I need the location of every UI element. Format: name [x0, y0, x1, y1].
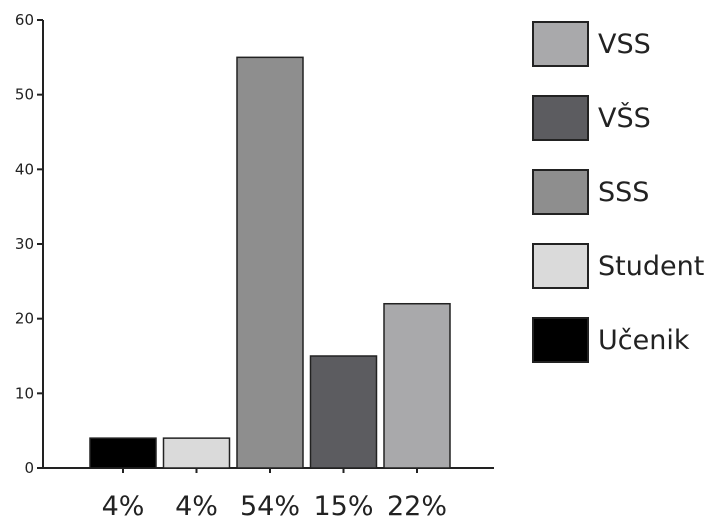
y-tick-label: 0 [24, 459, 34, 477]
bar-ucenik [89, 437, 157, 469]
y-tick-label: 40 [15, 160, 34, 178]
legend-swatch [532, 243, 589, 289]
legend-label: SSS [598, 177, 649, 208]
y-tick-label: 50 [15, 86, 34, 104]
legend: VSS VŠS SSS Student Učenik [532, 21, 704, 363]
y-tick-label: 60 [15, 11, 34, 29]
bar-sss [236, 56, 304, 469]
legend-swatch [532, 169, 589, 215]
bar-percent-label: 54% [240, 491, 300, 521]
bar-percent-labels: 4% 4% 54% 15% 22% [102, 491, 447, 521]
bars [89, 56, 451, 469]
legend-swatch [532, 317, 589, 363]
y-tick-label: 20 [15, 310, 34, 328]
y-axis: 0 10 20 30 40 50 60 [15, 11, 44, 477]
bar-vss [383, 302, 451, 469]
legend-label: Učenik [598, 325, 690, 356]
bar-percent-label: 15% [313, 491, 373, 521]
legend-label: VŠS [598, 102, 651, 134]
bar-percent-label: 4% [175, 491, 218, 521]
legend-swatch [532, 21, 589, 67]
legend-label: Student [598, 251, 704, 282]
y-tick-label: 30 [15, 235, 34, 253]
legend-swatch [532, 95, 589, 141]
y-tick-label: 10 [15, 384, 34, 402]
bar-student [162, 437, 231, 469]
bar-vss [309, 355, 378, 469]
bar-percent-label: 4% [102, 491, 145, 521]
bar-percent-label: 22% [387, 491, 447, 521]
legend-label: VSS [598, 29, 651, 60]
